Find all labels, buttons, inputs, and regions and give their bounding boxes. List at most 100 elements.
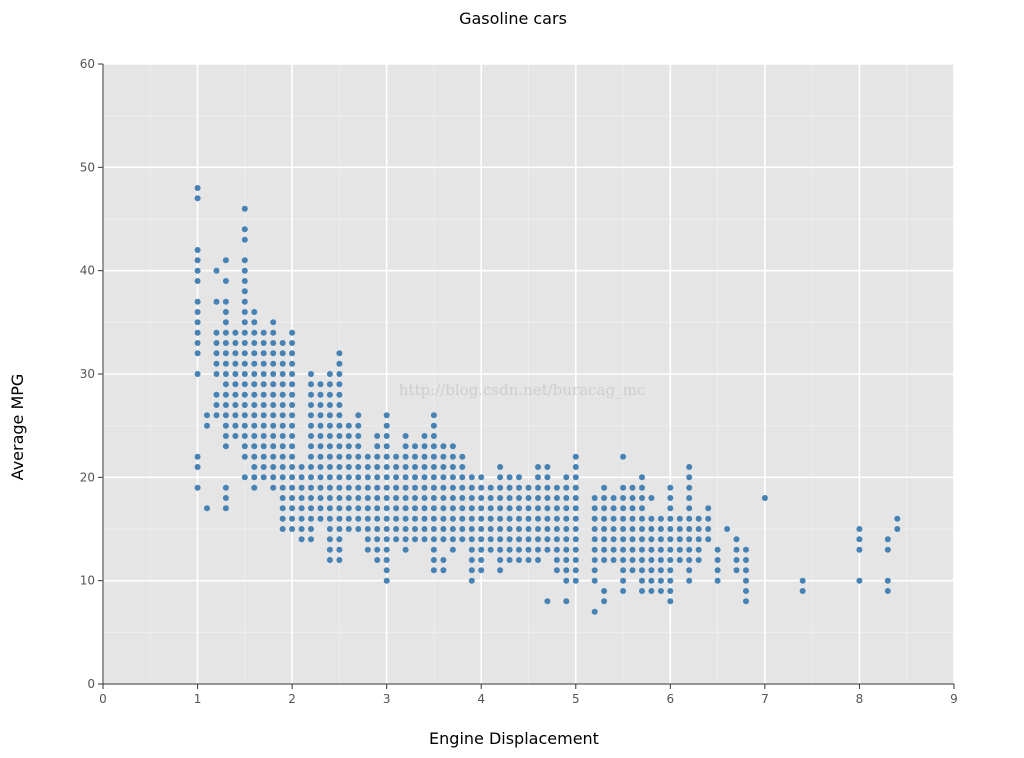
data-point — [430, 464, 437, 470]
data-point — [232, 371, 239, 377]
data-point — [336, 526, 343, 532]
data-point — [497, 557, 504, 563]
data-point — [222, 412, 229, 419]
data-point — [317, 484, 324, 491]
data-point — [525, 515, 532, 522]
data-point — [383, 567, 390, 574]
data-point — [251, 484, 258, 491]
data-point — [620, 505, 627, 512]
data-point — [743, 557, 749, 563]
data-point — [383, 577, 390, 584]
data-point — [487, 515, 494, 522]
data-point — [279, 484, 286, 491]
data-point — [222, 350, 229, 357]
data-point — [449, 536, 456, 543]
data-point — [222, 391, 229, 398]
data-point — [724, 526, 731, 532]
data-point — [222, 340, 229, 346]
data-point — [383, 433, 390, 439]
data-point — [572, 536, 579, 543]
data-point — [326, 402, 333, 408]
data-point — [317, 495, 324, 501]
data-point — [260, 381, 267, 388]
x-axis-ticks: 0 1 2 3 4 5 6 7 8 9 — [99, 684, 958, 706]
data-point — [298, 495, 305, 501]
y-tick-label: 30 — [80, 367, 95, 381]
data-point — [421, 495, 428, 501]
data-point — [289, 412, 296, 419]
data-point — [487, 536, 494, 543]
data-point — [686, 557, 693, 563]
data-point — [686, 546, 693, 553]
y-tick-label: 0 — [87, 677, 95, 691]
data-point — [639, 474, 645, 481]
data-point — [601, 598, 608, 605]
data-point — [345, 443, 352, 450]
data-point — [449, 546, 456, 553]
data-point — [591, 536, 598, 543]
data-point — [383, 505, 390, 512]
data-point — [213, 298, 220, 305]
data-point — [289, 402, 296, 408]
data-point — [686, 567, 693, 574]
data-point — [497, 546, 504, 553]
data-point — [459, 515, 466, 522]
data-point — [222, 298, 229, 305]
data-point — [856, 536, 863, 543]
data-point — [194, 453, 201, 460]
data-point — [260, 464, 267, 470]
data-point — [667, 577, 674, 584]
data-point — [364, 505, 371, 512]
data-point — [260, 329, 267, 336]
data-point — [393, 536, 400, 543]
data-point — [639, 546, 645, 553]
data-point — [667, 515, 674, 522]
data-point — [497, 526, 504, 532]
data-point — [336, 433, 343, 439]
data-point — [326, 422, 333, 429]
data-point — [308, 391, 314, 398]
data-point — [194, 257, 201, 264]
data-point — [402, 526, 409, 532]
data-point — [222, 402, 229, 408]
data-point — [601, 505, 608, 512]
data-point — [639, 567, 645, 574]
data-point — [393, 484, 400, 491]
data-point — [506, 546, 513, 553]
data-point — [629, 536, 636, 543]
data-point — [355, 443, 362, 450]
data-point — [270, 329, 277, 336]
data-point — [241, 391, 248, 398]
data-point — [516, 546, 522, 553]
data-point — [374, 464, 381, 470]
data-point — [345, 526, 352, 532]
data-point — [667, 505, 674, 512]
data-point — [535, 505, 541, 512]
data-point — [799, 588, 806, 594]
data-point — [194, 185, 201, 191]
data-point — [648, 577, 655, 584]
data-point — [544, 464, 551, 470]
data-point — [336, 536, 343, 543]
data-point — [421, 453, 428, 460]
data-point — [289, 350, 296, 357]
data-point — [194, 278, 201, 284]
data-point — [676, 515, 683, 522]
data-point — [610, 495, 617, 501]
data-point — [459, 474, 466, 481]
data-point — [705, 515, 712, 522]
data-point — [222, 443, 229, 450]
data-point — [326, 453, 333, 460]
data-point — [298, 464, 305, 470]
data-point — [487, 484, 494, 491]
data-point — [506, 557, 513, 563]
data-point — [393, 495, 400, 501]
data-point — [260, 474, 267, 481]
data-point — [241, 319, 248, 326]
x-tick-label: 8 — [856, 692, 864, 706]
data-point — [856, 526, 863, 532]
data-point — [374, 536, 381, 543]
data-point — [308, 453, 314, 460]
data-point — [364, 526, 371, 532]
data-point — [440, 453, 447, 460]
